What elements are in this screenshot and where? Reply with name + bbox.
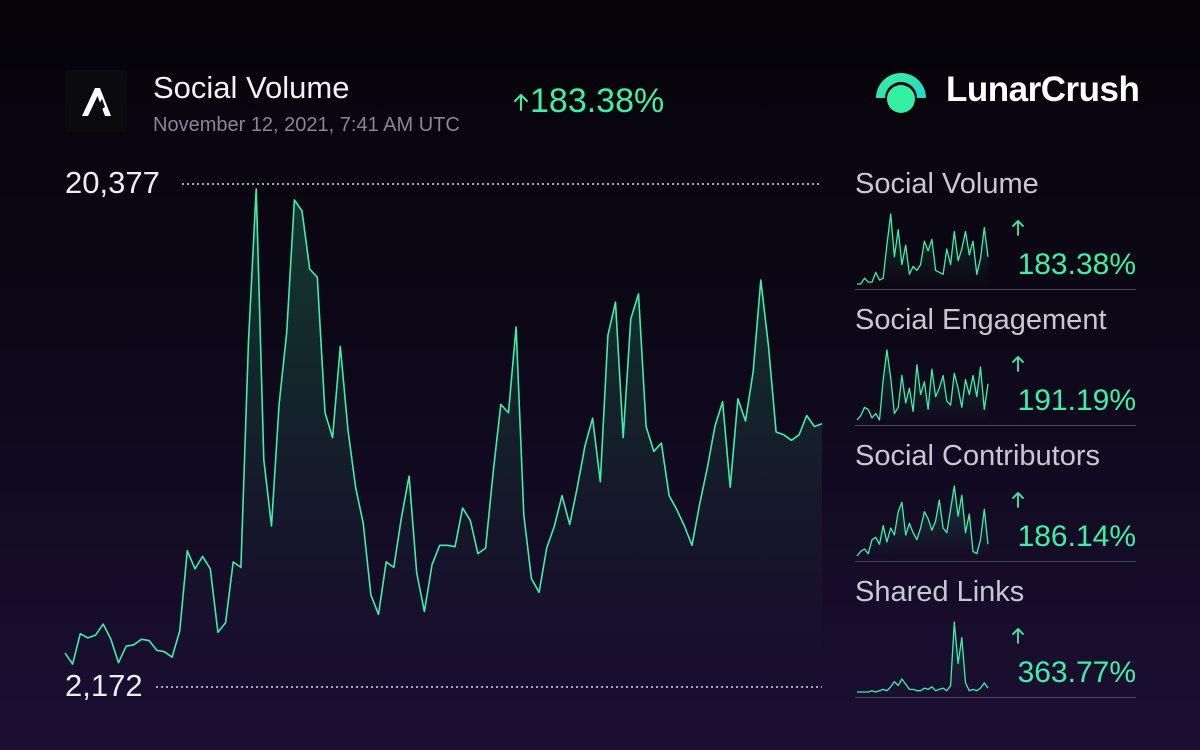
sparkline-area (857, 622, 988, 694)
panel-label: Social Contributors (855, 440, 1100, 472)
brand-name: LunarCrush (946, 70, 1140, 109)
algorand-logo (65, 70, 127, 132)
lunarcrush-logo-icon (876, 73, 926, 113)
y-axis-min-label: 2,172 (65, 668, 143, 703)
arrow-up-icon (1012, 492, 1024, 508)
sparkline-line (856, 485, 989, 557)
y-axis-max-label: 20,377 (65, 165, 160, 200)
algorand-logo-icon (82, 88, 111, 116)
social-engagement-sparkline (856, 349, 989, 422)
main-change: 183.38% (512, 82, 664, 121)
divider (855, 561, 1136, 562)
panel-social-engagement[interactable]: Social Engagement 191.19% (855, 304, 1136, 430)
arrow-up-icon (1012, 628, 1024, 644)
panel-change-value: 183.38% (1017, 248, 1136, 281)
arrow-up-icon (514, 93, 528, 111)
arrow-up-icon (1012, 356, 1024, 372)
sparkline-area (857, 350, 988, 422)
panel-social-contributors[interactable]: Social Contributors 186.14% (855, 440, 1136, 566)
panel-label: Shared Links (855, 576, 1025, 608)
sparkline-line (857, 213, 989, 285)
arrow-up-icon (1012, 220, 1024, 236)
panel-label: Social Engagement (855, 304, 1107, 336)
panel-label: Social Volume (855, 168, 1039, 200)
shared-links-sparkline (857, 621, 989, 694)
panel-social-volume[interactable]: Social Volume 183.38% (855, 168, 1136, 294)
social-volume-sparkline (857, 213, 989, 286)
main-series-line (64, 188, 823, 665)
timestamp: November 12, 2021, 7:41 AM UTC (153, 114, 460, 136)
divider (855, 289, 1136, 290)
brand: LunarCrush (870, 64, 1140, 116)
sparkline-line (856, 349, 989, 421)
main-change-value: 183.38% (530, 82, 665, 120)
panel-change-value: 186.14% (1017, 520, 1136, 553)
divider (855, 425, 1136, 426)
page-title: Social Volume (153, 70, 350, 105)
divider (855, 697, 1136, 698)
social-contributors-sparkline (856, 485, 989, 558)
sparkline-area (857, 214, 988, 286)
panel-change-value: 191.19% (1017, 384, 1136, 417)
panel-change-value: 363.77% (1017, 656, 1136, 689)
main-area-fill (65, 188, 822, 665)
panel-shared-links[interactable]: Shared Links 363.77% (855, 576, 1136, 702)
sparkline-line (857, 621, 989, 693)
